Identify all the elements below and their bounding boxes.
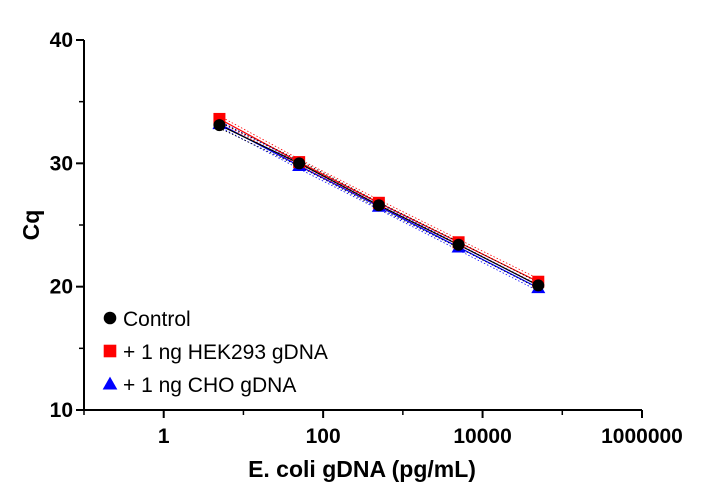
y-tick-label: 30 (50, 152, 73, 175)
x-tick-label: 100 (306, 425, 341, 448)
y-tick-label: 20 (50, 276, 73, 299)
y-tick-label: 40 (50, 29, 73, 52)
legend-marker-triangle (102, 376, 118, 390)
circle-data-point (372, 199, 385, 212)
legend-label: + 1 ng CHO gDNA (123, 374, 296, 397)
legend-marker-circle (103, 311, 117, 325)
legend-label: + 1 ng HEK293 gDNA (123, 341, 328, 364)
axes: 10 20 30 40 1 100 10000 1000000 (50, 29, 683, 448)
circle-data-point (452, 238, 465, 251)
legend-label: Control (123, 308, 191, 331)
x-tick-label: 10000 (453, 425, 511, 448)
series-layer (212, 112, 546, 294)
square-series-ci-upper (219, 115, 539, 280)
legend: Control + 1 ng HEK293 gDNA + 1 ng CHO gDNA (102, 308, 328, 397)
x-tick-label: 1 (158, 425, 170, 448)
circle-data-point (213, 119, 226, 132)
circle-data-point (532, 279, 545, 292)
x-axis-title: E. coli gDNA (pg/mL) (248, 456, 476, 482)
y-tick-label: 10 (50, 399, 73, 422)
x-tick-label: 1000000 (601, 425, 683, 448)
legend-marker-square (103, 344, 117, 358)
circle-data-point (293, 157, 306, 170)
y-axis-title: Cq (18, 210, 44, 241)
